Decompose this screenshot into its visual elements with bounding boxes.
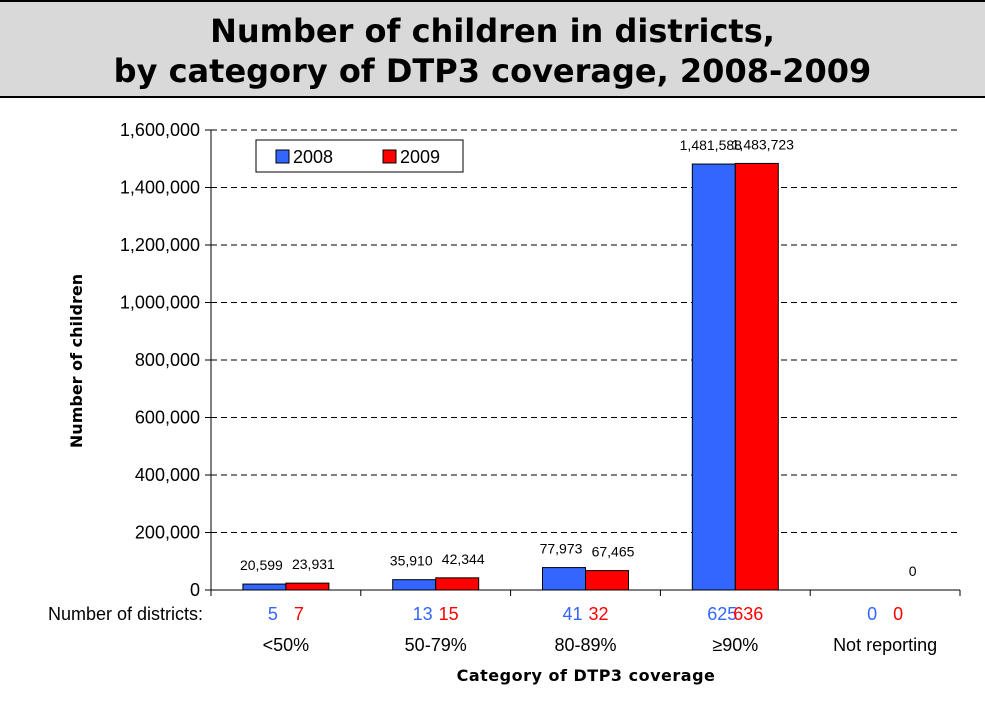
data-label-2009-3: 1,483,723 bbox=[732, 136, 794, 152]
data-label-2009-4: 0 bbox=[909, 563, 917, 579]
data-label-2008-2: 77,973 bbox=[540, 541, 583, 557]
y-axis-title: Number of children bbox=[67, 274, 86, 448]
data-label-2009-1: 42,344 bbox=[442, 551, 485, 567]
district-count-2009-2: 32 bbox=[588, 604, 608, 624]
data-label-2008-0: 20,599 bbox=[240, 557, 283, 573]
category-label-1: 50-79% bbox=[405, 635, 467, 655]
bar-2008-1 bbox=[392, 579, 437, 591]
data-label-2009-2: 67,465 bbox=[592, 544, 635, 560]
y-tick-label: 1,200,000 bbox=[120, 235, 200, 255]
legend-label-2009: 2009 bbox=[400, 147, 440, 167]
legend-box bbox=[255, 139, 464, 173]
y-tick-label: 600,000 bbox=[135, 408, 200, 428]
district-count-2008-3: 625 bbox=[707, 604, 737, 624]
category-label-0: <50% bbox=[263, 635, 310, 655]
bar-2008-3 bbox=[691, 163, 736, 591]
legend: 2008 2009 bbox=[255, 139, 464, 173]
legend-label-2008: 2008 bbox=[293, 147, 333, 167]
y-tick-label: 1,400,000 bbox=[120, 178, 200, 198]
category-label-3: ≥90% bbox=[712, 635, 758, 655]
chart-title-line-2: by category of DTP3 coverage, 2008-2009 bbox=[113, 52, 872, 90]
bar-2009-1 bbox=[435, 577, 480, 591]
bar-2009-2 bbox=[585, 570, 629, 591]
x-axis-title: Category of DTP3 coverage bbox=[457, 666, 716, 685]
y-tick-label: 200,000 bbox=[135, 523, 200, 543]
district-count-2008-2: 41 bbox=[562, 604, 582, 624]
data-label-2008-1: 35,910 bbox=[390, 553, 433, 569]
bars bbox=[242, 162, 779, 591]
y-tick-label: 0 bbox=[190, 580, 200, 600]
chart-title-line-1: Number of children in districts, bbox=[210, 12, 775, 50]
district-count-2009-3: 636 bbox=[733, 604, 763, 624]
district-count-2009-1: 15 bbox=[439, 604, 459, 624]
district-count-2008-0: 5 bbox=[268, 604, 278, 624]
y-tick-label: 1,600,000 bbox=[120, 120, 200, 140]
data-label-2009-0: 23,931 bbox=[292, 556, 335, 572]
district-count-2009-0: 7 bbox=[294, 604, 304, 624]
data-labels: 20,599 23,931 35,910 42,344 77,973 67,465 1,48… bbox=[240, 136, 917, 579]
bar-2008-2 bbox=[542, 567, 586, 591]
legend-swatch-2009 bbox=[382, 149, 397, 164]
data-label-2008-3: 1,481,588 bbox=[680, 137, 742, 153]
y-tick-label: 800,000 bbox=[135, 350, 200, 370]
district-count-2008-4: 0 bbox=[867, 604, 877, 624]
category-label-2: 80-89% bbox=[554, 635, 616, 655]
bar-2009-3 bbox=[734, 162, 779, 591]
y-tick-label: 1,000,000 bbox=[120, 293, 200, 313]
category-label-4: Not reporting bbox=[833, 635, 937, 655]
gridlines bbox=[211, 129, 960, 533]
title-band: Number of children in districts, by cate… bbox=[0, 0, 985, 98]
axes: 0 200,000 400,000 600,000 800,000 1,000,000 1,… bbox=[120, 120, 961, 600]
legend-swatch-2008 bbox=[275, 149, 290, 164]
bar-2008-0 bbox=[242, 583, 287, 591]
district-count-2009-4: 0 bbox=[893, 604, 903, 624]
y-tick-label: 400,000 bbox=[135, 465, 200, 485]
district-count-row-label: Number of districts: bbox=[48, 604, 203, 624]
district-count-2008-1: 13 bbox=[413, 604, 433, 624]
bar-2009-0 bbox=[285, 582, 330, 591]
